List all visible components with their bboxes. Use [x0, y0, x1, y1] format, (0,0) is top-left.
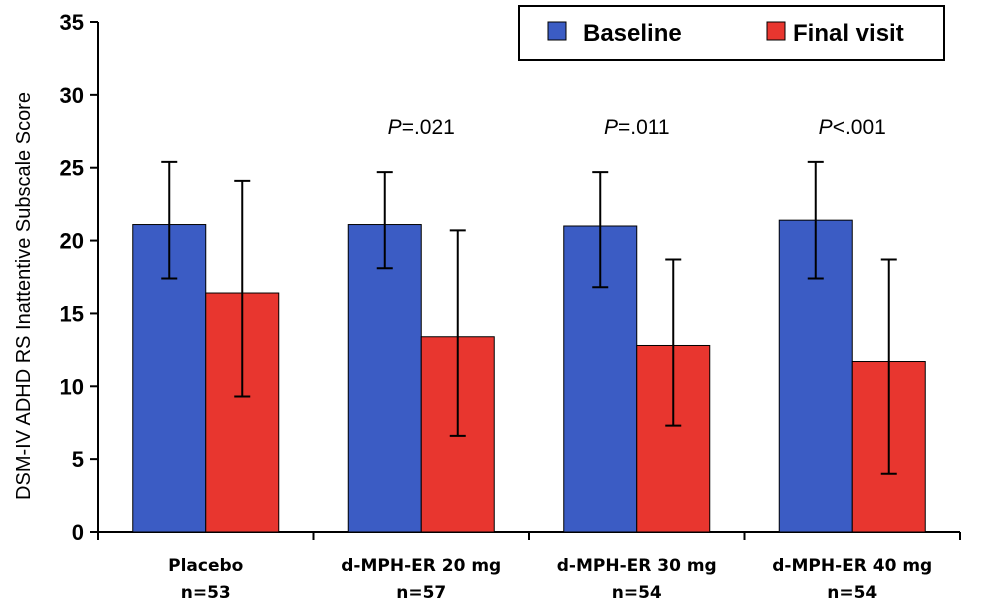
x-tick-n-label: n=57: [396, 583, 446, 603]
legend-swatch-final-visit: [766, 21, 786, 41]
x-tick-n-label: n=53: [181, 583, 231, 603]
y-tick-label: 20: [60, 229, 84, 254]
y-tick-label: 5: [72, 447, 84, 472]
x-tick-n-label: n=54: [612, 583, 662, 603]
y-tick-label: 0: [72, 520, 84, 545]
y-axis-label: DSM-IV ADHD RS Inattentive Subscale Scor…: [13, 92, 35, 500]
p-value-annotation: P=.021: [388, 116, 455, 139]
y-ticks: 0 5 10 15 20 25 30 35: [60, 10, 98, 545]
legend: Baseline Final visit: [518, 5, 945, 61]
error-bars: [161, 160, 897, 475]
x-tick-label: d-MPH-ER 40 mg: [772, 556, 932, 576]
y-axis-label-group: DSM-IV ADHD RS Inattentive Subscale Scor…: [13, 92, 35, 500]
y-tick-label: 25: [60, 156, 84, 181]
annotations: P=.021 P=.011 P<.001: [388, 116, 886, 139]
legend-swatch-baseline: [547, 21, 567, 41]
legend-label-baseline: Baseline: [583, 20, 682, 47]
legend-label-final-visit: Final visit: [793, 20, 904, 47]
x-tick-n-label: n=54: [827, 583, 877, 603]
p-value-annotation: P=.011: [604, 116, 670, 139]
y-tick-label: 30: [60, 83, 84, 108]
y-tick-label: 35: [60, 10, 84, 35]
x-tick-label: d-MPH-ER 20 mg: [341, 556, 501, 576]
p-value-annotation: P<.001: [819, 116, 886, 139]
bar-baseline-1: [347, 224, 422, 533]
y-tick-label: 15: [60, 301, 84, 326]
x-tick-labels: Placebo n=53 d-MPH-ER 20 mg n=57 d-MPH-ER 30…: [168, 556, 932, 603]
y-tick-label: 10: [60, 374, 84, 399]
legend-box: [518, 5, 945, 61]
x-tick-label: d-MPH-ER 30 mg: [557, 556, 717, 576]
bars: [132, 219, 926, 533]
x-tick-label: Placebo: [168, 556, 243, 576]
